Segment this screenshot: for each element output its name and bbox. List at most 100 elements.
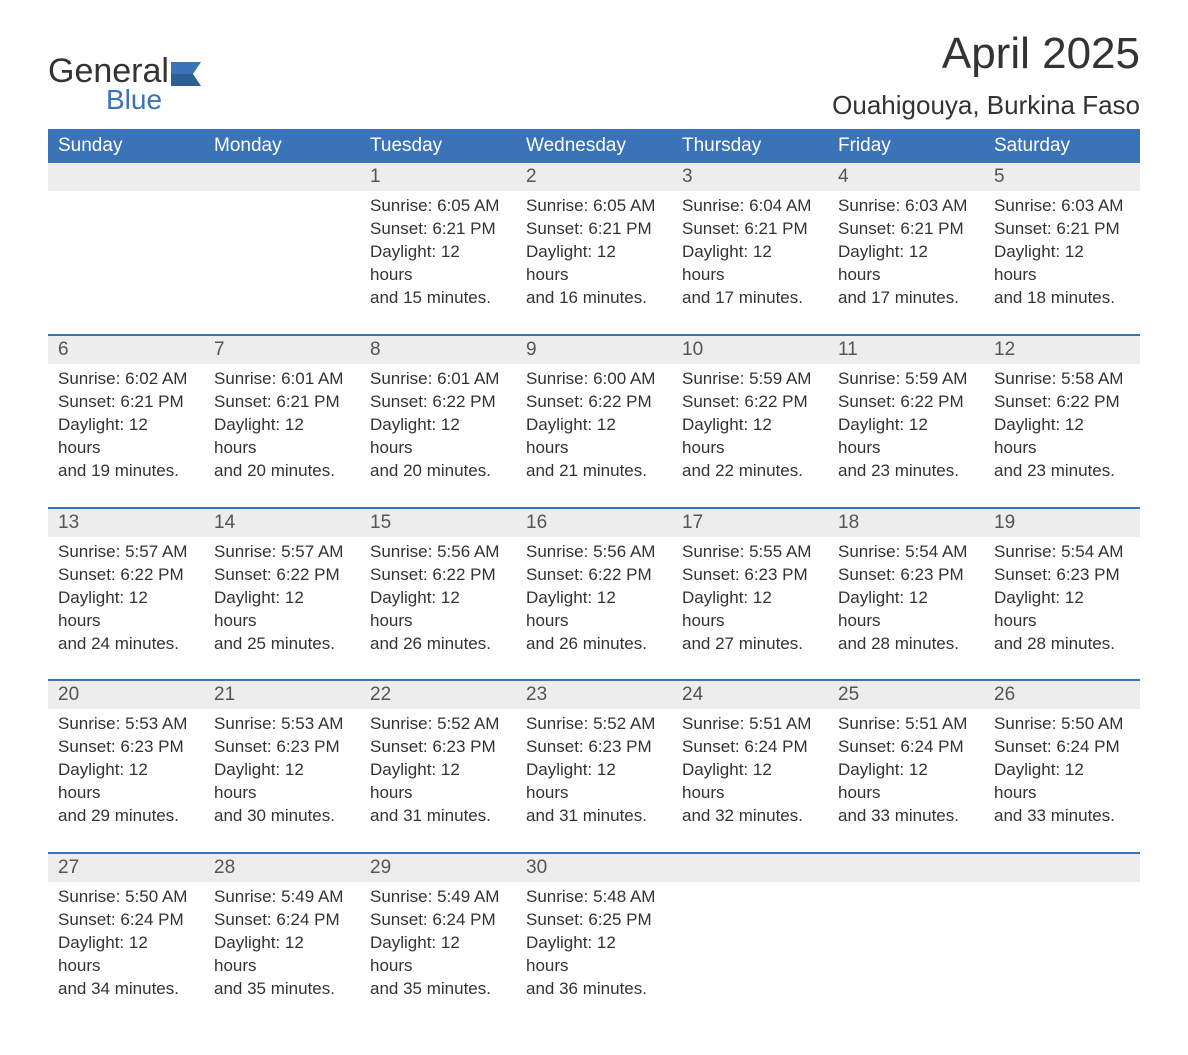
day-number-cell: 6 <box>48 335 204 364</box>
day-number-cell: 9 <box>516 335 672 364</box>
daylight-line-2: and 15 minutes. <box>370 287 506 310</box>
sunset-line: Sunset: 6:21 PM <box>838 218 974 241</box>
sunrise-line: Sunrise: 6:01 AM <box>370 368 506 391</box>
day-content-cell: Sunrise: 5:49 AMSunset: 6:24 PMDaylight:… <box>204 882 360 1025</box>
sunrise-line: Sunrise: 5:48 AM <box>526 886 662 909</box>
daylight-line-1: Daylight: 12 hours <box>526 241 662 287</box>
day-number-cell: 26 <box>984 680 1140 709</box>
day-number-cell <box>828 853 984 882</box>
day-content-cell: Sunrise: 5:50 AMSunset: 6:24 PMDaylight:… <box>984 709 1140 853</box>
sunset-line: Sunset: 6:24 PM <box>682 736 818 759</box>
sunset-line: Sunset: 6:22 PM <box>370 391 506 414</box>
day-content-cell: Sunrise: 6:01 AMSunset: 6:21 PMDaylight:… <box>204 364 360 508</box>
day-content-row: Sunrise: 6:05 AMSunset: 6:21 PMDaylight:… <box>48 191 1140 335</box>
daylight-line-2: and 23 minutes. <box>994 460 1130 483</box>
daylight-line-2: and 28 minutes. <box>994 633 1130 656</box>
calendar-table: SundayMondayTuesdayWednesdayThursdayFrid… <box>48 129 1140 1024</box>
day-content-cell <box>48 191 204 335</box>
day-number-cell: 11 <box>828 335 984 364</box>
sunset-line: Sunset: 6:24 PM <box>214 909 350 932</box>
sunrise-line: Sunrise: 5:55 AM <box>682 541 818 564</box>
day-number-row: 27282930 <box>48 853 1140 882</box>
day-content-cell: Sunrise: 5:59 AMSunset: 6:22 PMDaylight:… <box>828 364 984 508</box>
daylight-line-2: and 29 minutes. <box>58 805 194 828</box>
daylight-line-1: Daylight: 12 hours <box>838 414 974 460</box>
day-number-cell: 28 <box>204 853 360 882</box>
day-content-cell: Sunrise: 5:48 AMSunset: 6:25 PMDaylight:… <box>516 882 672 1025</box>
day-content-cell: Sunrise: 6:01 AMSunset: 6:22 PMDaylight:… <box>360 364 516 508</box>
sunset-line: Sunset: 6:23 PM <box>682 564 818 587</box>
daylight-line-1: Daylight: 12 hours <box>526 932 662 978</box>
sunset-line: Sunset: 6:24 PM <box>370 909 506 932</box>
sunrise-line: Sunrise: 5:53 AM <box>58 713 194 736</box>
daylight-line-1: Daylight: 12 hours <box>838 759 974 805</box>
day-content-cell: Sunrise: 6:05 AMSunset: 6:21 PMDaylight:… <box>360 191 516 335</box>
sunrise-line: Sunrise: 5:57 AM <box>214 541 350 564</box>
day-number-cell: 1 <box>360 163 516 191</box>
daylight-line-2: and 17 minutes. <box>682 287 818 310</box>
day-number-cell: 2 <box>516 163 672 191</box>
day-content-cell: Sunrise: 5:52 AMSunset: 6:23 PMDaylight:… <box>516 709 672 853</box>
sunset-line: Sunset: 6:25 PM <box>526 909 662 932</box>
day-number-cell: 22 <box>360 680 516 709</box>
daylight-line-2: and 31 minutes. <box>370 805 506 828</box>
daylight-line-2: and 20 minutes. <box>214 460 350 483</box>
daylight-line-1: Daylight: 12 hours <box>994 241 1130 287</box>
daylight-line-1: Daylight: 12 hours <box>214 759 350 805</box>
day-content-cell: Sunrise: 5:53 AMSunset: 6:23 PMDaylight:… <box>204 709 360 853</box>
daylight-line-2: and 23 minutes. <box>838 460 974 483</box>
day-content-cell: Sunrise: 5:54 AMSunset: 6:23 PMDaylight:… <box>984 537 1140 681</box>
day-content-cell: Sunrise: 5:55 AMSunset: 6:23 PMDaylight:… <box>672 537 828 681</box>
sunrise-line: Sunrise: 5:59 AM <box>838 368 974 391</box>
sunrise-line: Sunrise: 5:57 AM <box>58 541 194 564</box>
sunset-line: Sunset: 6:23 PM <box>58 736 194 759</box>
day-content-cell: Sunrise: 5:52 AMSunset: 6:23 PMDaylight:… <box>360 709 516 853</box>
day-content-cell <box>984 882 1140 1025</box>
sunrise-line: Sunrise: 5:50 AM <box>58 886 194 909</box>
day-content-cell: Sunrise: 5:54 AMSunset: 6:23 PMDaylight:… <box>828 537 984 681</box>
sunset-line: Sunset: 6:21 PM <box>682 218 818 241</box>
daylight-line-2: and 26 minutes. <box>526 633 662 656</box>
sunrise-line: Sunrise: 6:03 AM <box>838 195 974 218</box>
daylight-line-1: Daylight: 12 hours <box>682 414 818 460</box>
day-content-cell: Sunrise: 5:50 AMSunset: 6:24 PMDaylight:… <box>48 882 204 1025</box>
daylight-line-2: and 25 minutes. <box>214 633 350 656</box>
daylight-line-2: and 33 minutes. <box>994 805 1130 828</box>
sunrise-line: Sunrise: 5:56 AM <box>370 541 506 564</box>
day-content-cell: Sunrise: 5:59 AMSunset: 6:22 PMDaylight:… <box>672 364 828 508</box>
sunrise-line: Sunrise: 5:51 AM <box>682 713 818 736</box>
day-number-row: 6789101112 <box>48 335 1140 364</box>
day-content-cell <box>828 882 984 1025</box>
day-number-cell: 10 <box>672 335 828 364</box>
day-number-cell: 4 <box>828 163 984 191</box>
location-subtitle: Ouahigouya, Burkina Faso <box>832 90 1140 121</box>
weekday-header: Sunday <box>48 129 204 163</box>
sunset-line: Sunset: 6:23 PM <box>838 564 974 587</box>
daylight-line-2: and 19 minutes. <box>58 460 194 483</box>
daylight-line-1: Daylight: 12 hours <box>58 414 194 460</box>
day-number-cell <box>204 163 360 191</box>
day-number-cell: 3 <box>672 163 828 191</box>
daylight-line-2: and 18 minutes. <box>994 287 1130 310</box>
day-number-cell <box>984 853 1140 882</box>
sunrise-line: Sunrise: 5:59 AM <box>682 368 818 391</box>
day-content-row: Sunrise: 5:53 AMSunset: 6:23 PM Daylight:… <box>48 709 1140 853</box>
sunset-line: Sunset: 6:22 PM <box>994 391 1130 414</box>
day-number-cell <box>48 163 204 191</box>
sunset-line: Sunset: 6:22 PM <box>214 564 350 587</box>
sunrise-line: Sunrise: 5:49 AM <box>214 886 350 909</box>
day-number-cell: 23 <box>516 680 672 709</box>
daylight-line-1: Daylight: 12 hours <box>214 587 350 633</box>
sunset-line: Sunset: 6:21 PM <box>214 391 350 414</box>
daylight-line-2: and 20 minutes. <box>370 460 506 483</box>
daylight-line-1: Daylight: 12 hours <box>526 414 662 460</box>
day-content-cell: Sunrise: 5:58 AMSunset: 6:22 PMDaylight:… <box>984 364 1140 508</box>
day-number-row: 20212223242526 <box>48 680 1140 709</box>
day-number-cell: 15 <box>360 508 516 537</box>
daylight-line-2: and 31 minutes. <box>526 805 662 828</box>
day-content-cell: Sunrise: 6:04 AMSunset: 6:21 PMDaylight:… <box>672 191 828 335</box>
daylight-line-2: and 35 minutes. <box>214 978 350 1001</box>
day-number-cell <box>672 853 828 882</box>
daylight-line-1: Daylight: 12 hours <box>526 759 662 805</box>
daylight-line-1: Daylight: 12 hours <box>682 759 818 805</box>
